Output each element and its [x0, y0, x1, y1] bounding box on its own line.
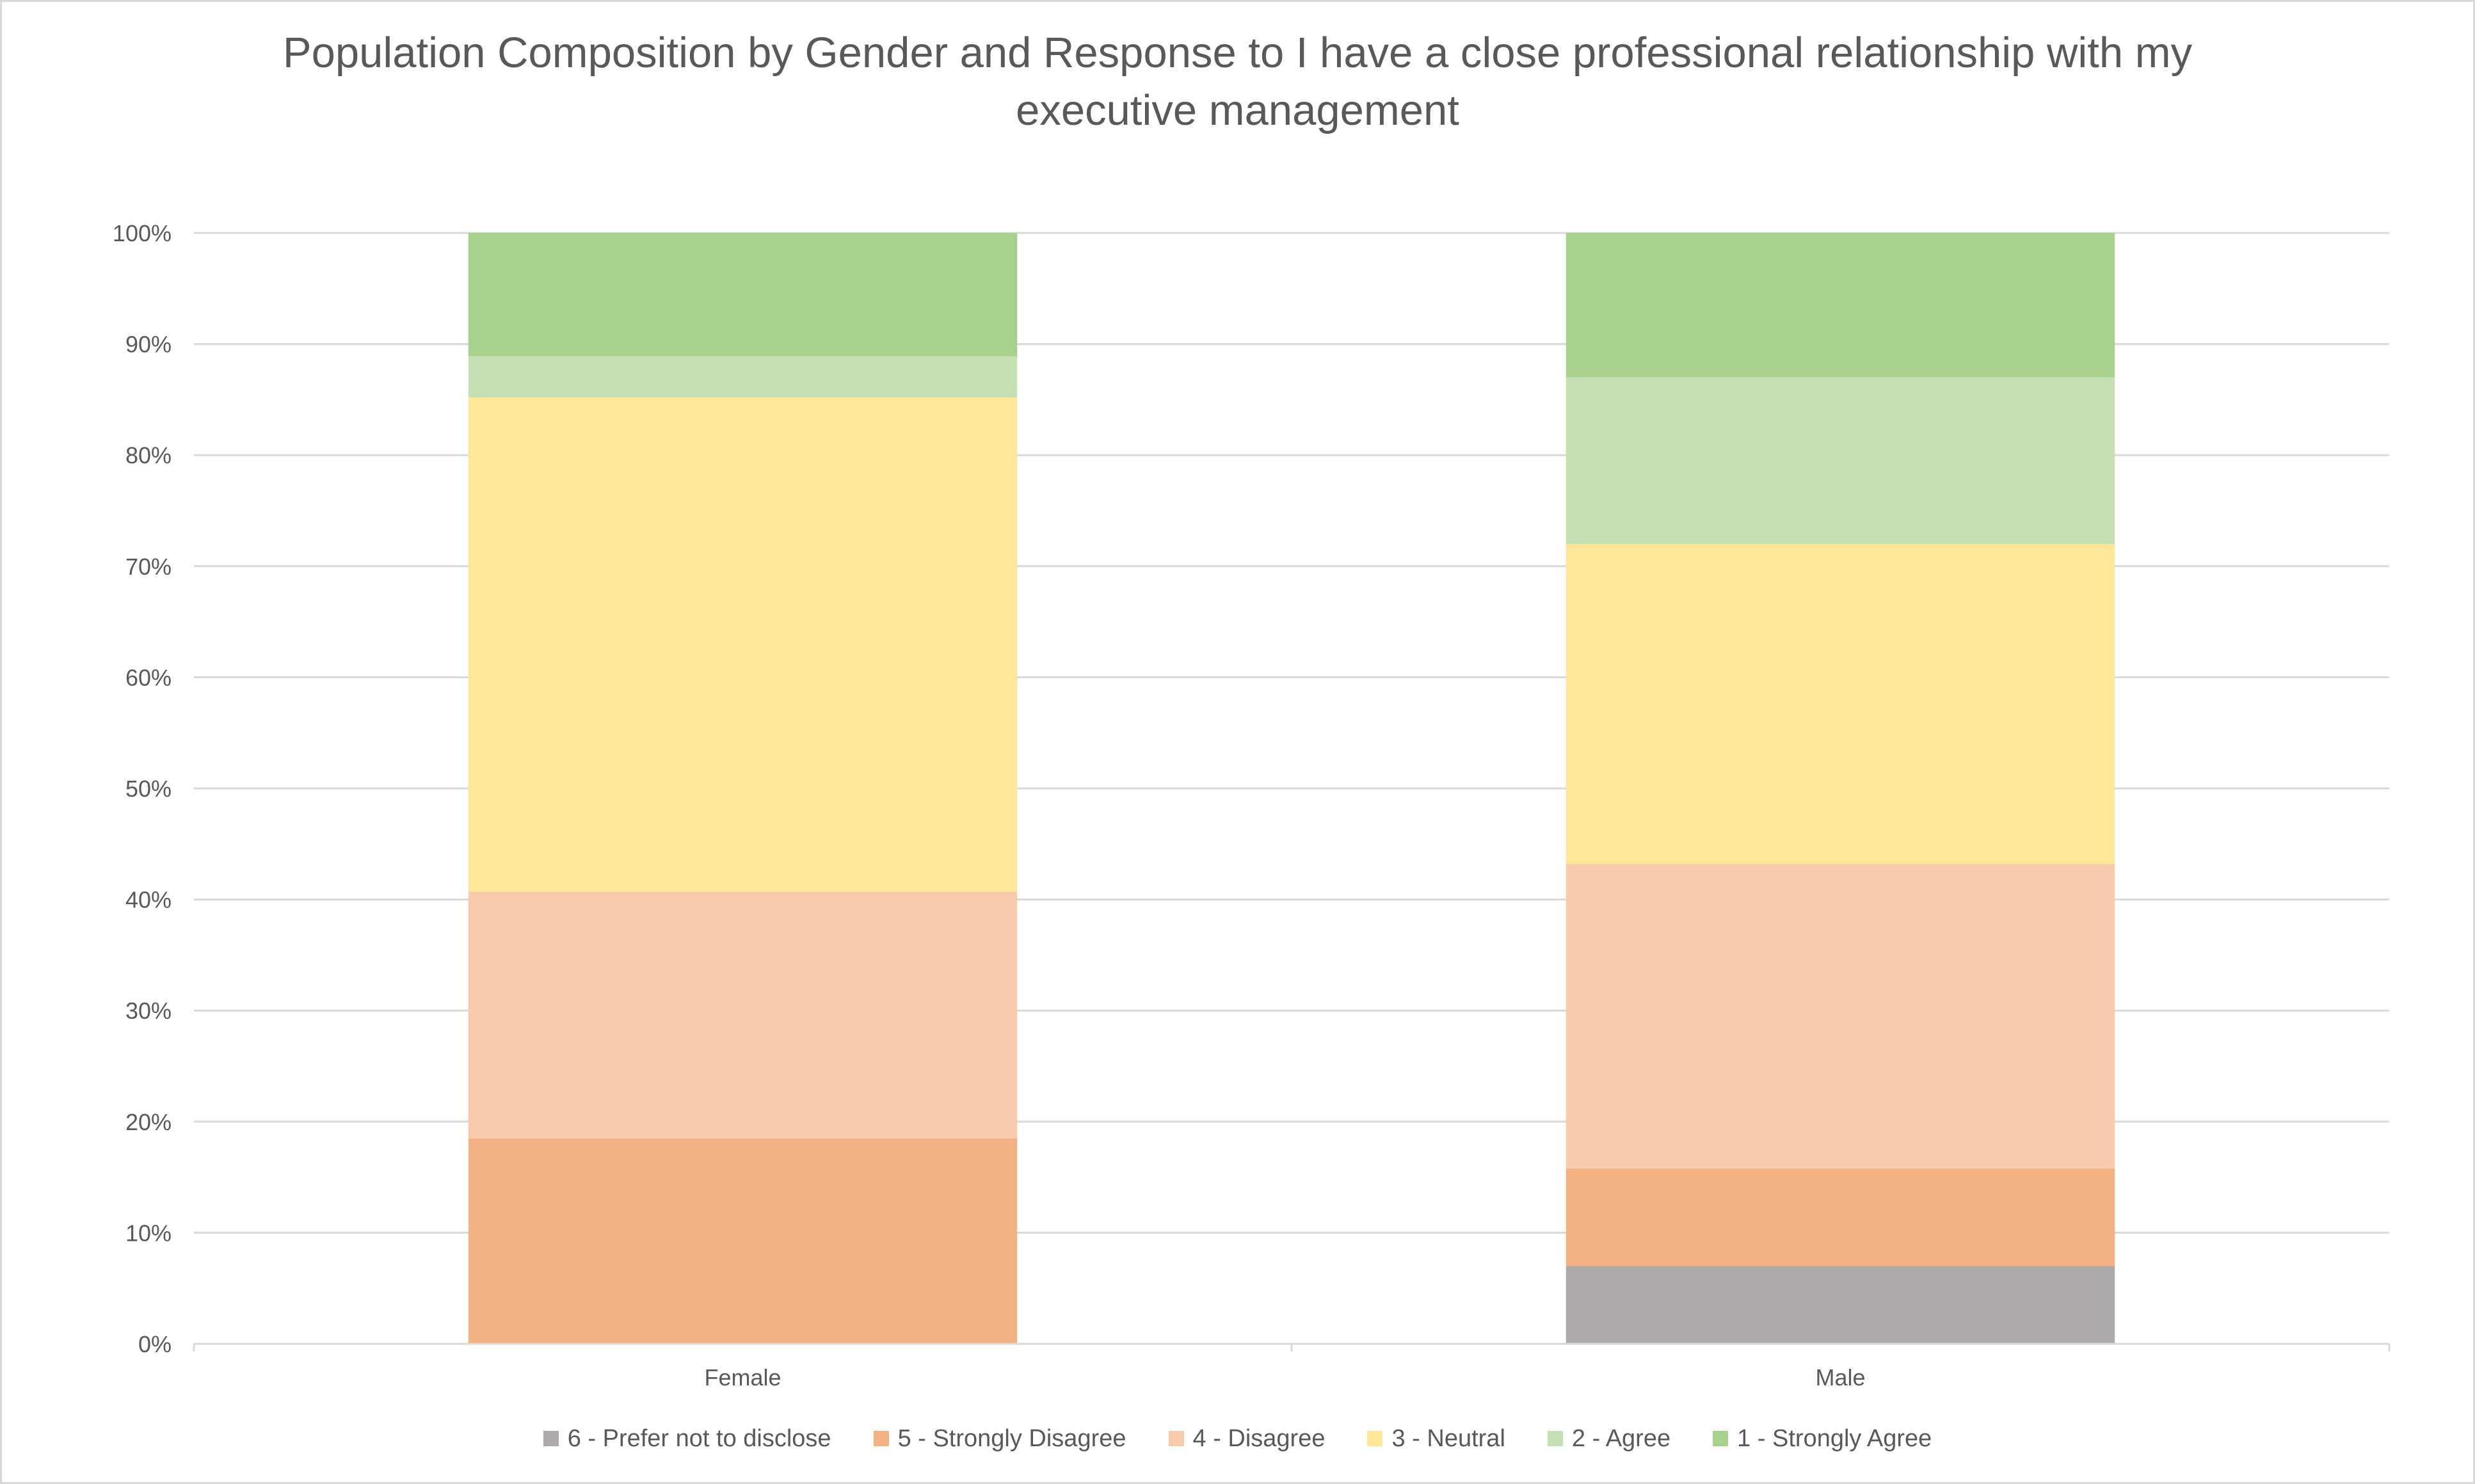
legend-item: 6 - Prefer not to disclose: [543, 1425, 831, 1453]
legend-swatch: [1547, 1431, 1563, 1446]
legend: 6 - Prefer not to disclose 5 - Strongly D…: [0, 1419, 2475, 1458]
y-tick-label: 30%: [125, 998, 172, 1024]
legend-item: 4 - Disagree: [1168, 1424, 1326, 1453]
y-tick-label: 20%: [125, 1109, 172, 1135]
y-tick-label: 90%: [125, 331, 172, 358]
x-axis: [193, 1343, 2391, 1352]
legend-swatch: [1713, 1431, 1729, 1446]
bar-segment-male-2: [1566, 1168, 2115, 1266]
legend-swatch: [1367, 1431, 1383, 1446]
legend-swatch: [1168, 1431, 1184, 1446]
legend-label: 2 - Agree: [1571, 1424, 1671, 1452]
legend-label: 4 - Disagree: [1192, 1424, 1326, 1452]
bars: [468, 233, 2115, 1344]
x-tick-label: Male: [1815, 1364, 1865, 1391]
legend-item: 1 - Strongly Agree: [1713, 1425, 1932, 1453]
x-tick-label: Female: [704, 1364, 781, 1391]
y-tick-label: 40%: [125, 887, 172, 913]
bar-segment-female-3: [468, 891, 1018, 1138]
legend-swatch: [543, 1431, 559, 1446]
y-tick-label: 60%: [125, 664, 172, 690]
legend-label: 3 - Neutral: [1391, 1424, 1505, 1452]
bar-segment-female-5: [468, 356, 1018, 397]
y-tick-label: 0%: [138, 1331, 172, 1357]
y-tick-label: 50%: [125, 776, 172, 802]
x-axis-tick-labels: Female Male: [704, 1364, 1865, 1391]
bar-segment-male-4: [1566, 544, 2115, 865]
legend-label: 5 - Strongly Disagree: [897, 1424, 1126, 1452]
bar-segment-male-6: [1566, 233, 2115, 378]
y-tick-label: 10%: [125, 1220, 172, 1246]
legend-item: 3 - Neutral: [1367, 1425, 1505, 1453]
chart-title: Population Composition by Gender and Res…: [282, 29, 2193, 134]
bar-segment-male-5: [1566, 377, 2115, 545]
y-tick-label: 100%: [113, 220, 172, 246]
bar-segment-female-6: [468, 233, 1018, 356]
legend-label: 1 - Strongly Agree: [1737, 1424, 1932, 1452]
bar-segment-female-4: [468, 397, 1018, 892]
y-tick-label: 80%: [125, 442, 172, 468]
y-axis-tick-labels: 0% 10% 20% 30% 40% 50% 60% 70% 80% 90% 100%: [113, 220, 172, 1357]
bar-segment-male-3: [1566, 864, 2115, 1169]
legend-item: 5 - Strongly Disagree: [873, 1424, 1126, 1453]
bar-segment-male-1: [1566, 1266, 2115, 1344]
legend-label: 6 - Prefer not to disclose: [567, 1424, 831, 1452]
legend-item: 2 - Agree: [1547, 1424, 1671, 1453]
legend-swatch: [873, 1431, 889, 1446]
bar-segment-female-2: [468, 1138, 1018, 1344]
y-tick-label: 70%: [125, 554, 172, 580]
